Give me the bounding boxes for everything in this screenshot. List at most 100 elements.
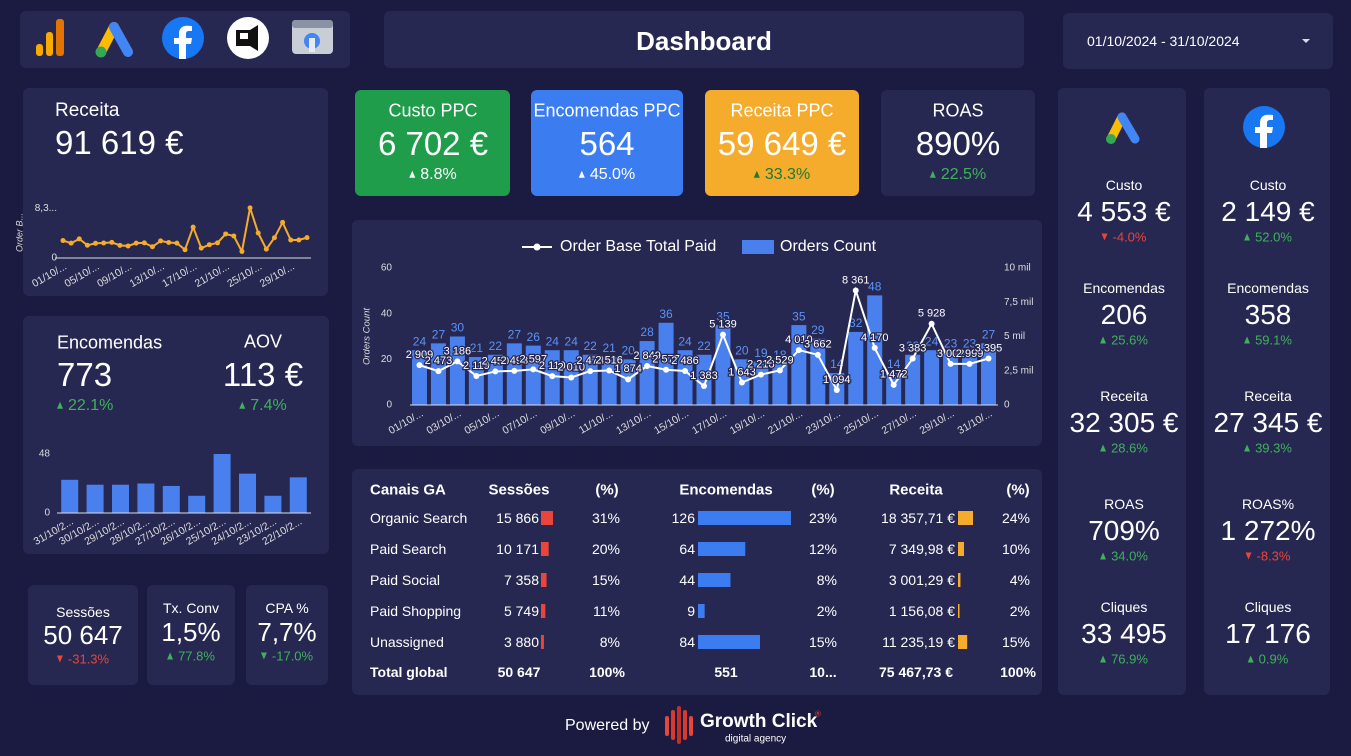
x-tick-label: 03/10/... [424,408,463,437]
bar-value-label: 22 [489,339,503,353]
bar-value-label: 27 [508,328,522,342]
bar-value-label: 35 [716,309,730,323]
bar [924,350,940,405]
cell: 18 357,71 € [881,509,955,526]
point [280,219,286,225]
bar-value-label: 29 [811,323,825,337]
brand-mark: ® [815,709,821,719]
point [141,240,147,246]
table-bar [698,542,746,556]
table-bar [958,573,961,587]
bar [810,338,826,405]
bar-value-label: 30 [451,321,465,335]
line-value-label: 1 094 [823,374,851,386]
change: 59.1% [1244,333,1292,349]
change: 28.6% [1100,441,1148,457]
line [62,207,308,255]
cell: 20% [591,540,620,557]
cell: 10 171 [496,540,539,557]
bar [525,345,541,405]
kpi-label: Encomendas [1227,279,1309,296]
bar-value-label: 24 [678,334,692,348]
point [182,247,188,253]
kpi-value: 2 149 € [1221,195,1315,227]
line-value-label: 3 395 [975,342,1003,354]
x-tick-label: 15/10/... [652,408,691,437]
point [304,235,310,241]
point [435,368,442,375]
y-tick-label: 0 [44,508,50,519]
bar [468,357,484,405]
point [271,235,277,241]
y-axis-label: Order B... [14,213,24,252]
x-tick-label: 27/10/... [880,408,919,437]
bar [943,352,959,405]
line-value-label: 1 472 [880,369,908,381]
x-tick-label: 05/10/... [462,408,501,437]
bar [696,354,712,405]
line-value-label: 2 473 [425,355,453,367]
table-bar [698,635,760,649]
cell: 5 749 [503,602,539,619]
y-tick-label: 0 [1004,400,1010,411]
point [247,205,253,211]
bar-value-label: 22 [906,339,920,353]
point [606,367,613,374]
legend-swatch [742,240,774,254]
point [776,367,783,374]
bar [137,483,155,513]
date-range[interactable]: 01/10/2024 - 31/10/2024 [1087,32,1240,49]
point [149,244,155,250]
point [663,366,670,373]
table-bar [541,604,546,618]
point [454,358,461,365]
card [23,88,328,296]
change: -31.3% [57,652,109,668]
bar [411,350,427,405]
cell: 11% [593,602,620,619]
table-bar [698,573,731,587]
table-header: (%) [595,481,619,499]
card [147,585,235,685]
table-bar [541,635,544,649]
bar [86,484,104,513]
total-cell: 100% [1000,663,1036,680]
bar [289,477,307,513]
bar [487,354,503,405]
cell: 8% [599,633,620,650]
point [125,243,131,249]
point [158,238,164,244]
bar [112,484,129,513]
card [246,585,328,685]
point [473,372,480,379]
change: 45.0% [579,166,635,184]
point [206,242,212,248]
cell: 23% [808,509,837,526]
x-tick-label: 13/10/... [128,261,167,290]
kpi-label: CPA % [265,599,309,616]
cell: 10% [1001,540,1030,557]
kpi-value: 4 553 € [1077,195,1171,227]
cell: 15 866 [496,509,539,526]
cell: 24% [1001,509,1030,526]
cell: 1 156,08 € [888,602,955,619]
y-axis-label: Orders Count [362,308,373,365]
table-bar [958,511,973,525]
x-tick-label: 29/10/... [258,261,297,290]
line-value-label: 2 486 [671,355,699,367]
change: 8.8% [409,166,456,184]
line-value-label: 5 928 [918,308,946,320]
bar [753,361,769,405]
bar [658,322,674,405]
point [833,387,840,394]
y-tick-label: 10 mil [1004,263,1031,274]
cell: 3 001,29 € [888,571,955,588]
point [84,242,90,248]
table-bar [958,542,965,556]
bar-value-label: 24 [546,334,560,348]
table-header: (%) [811,481,835,499]
dropdown-caret[interactable] [1302,39,1310,43]
cell: 44 [679,571,695,588]
kpi-value: 564 [579,125,635,163]
line-value-label: 2 529 [766,354,794,366]
